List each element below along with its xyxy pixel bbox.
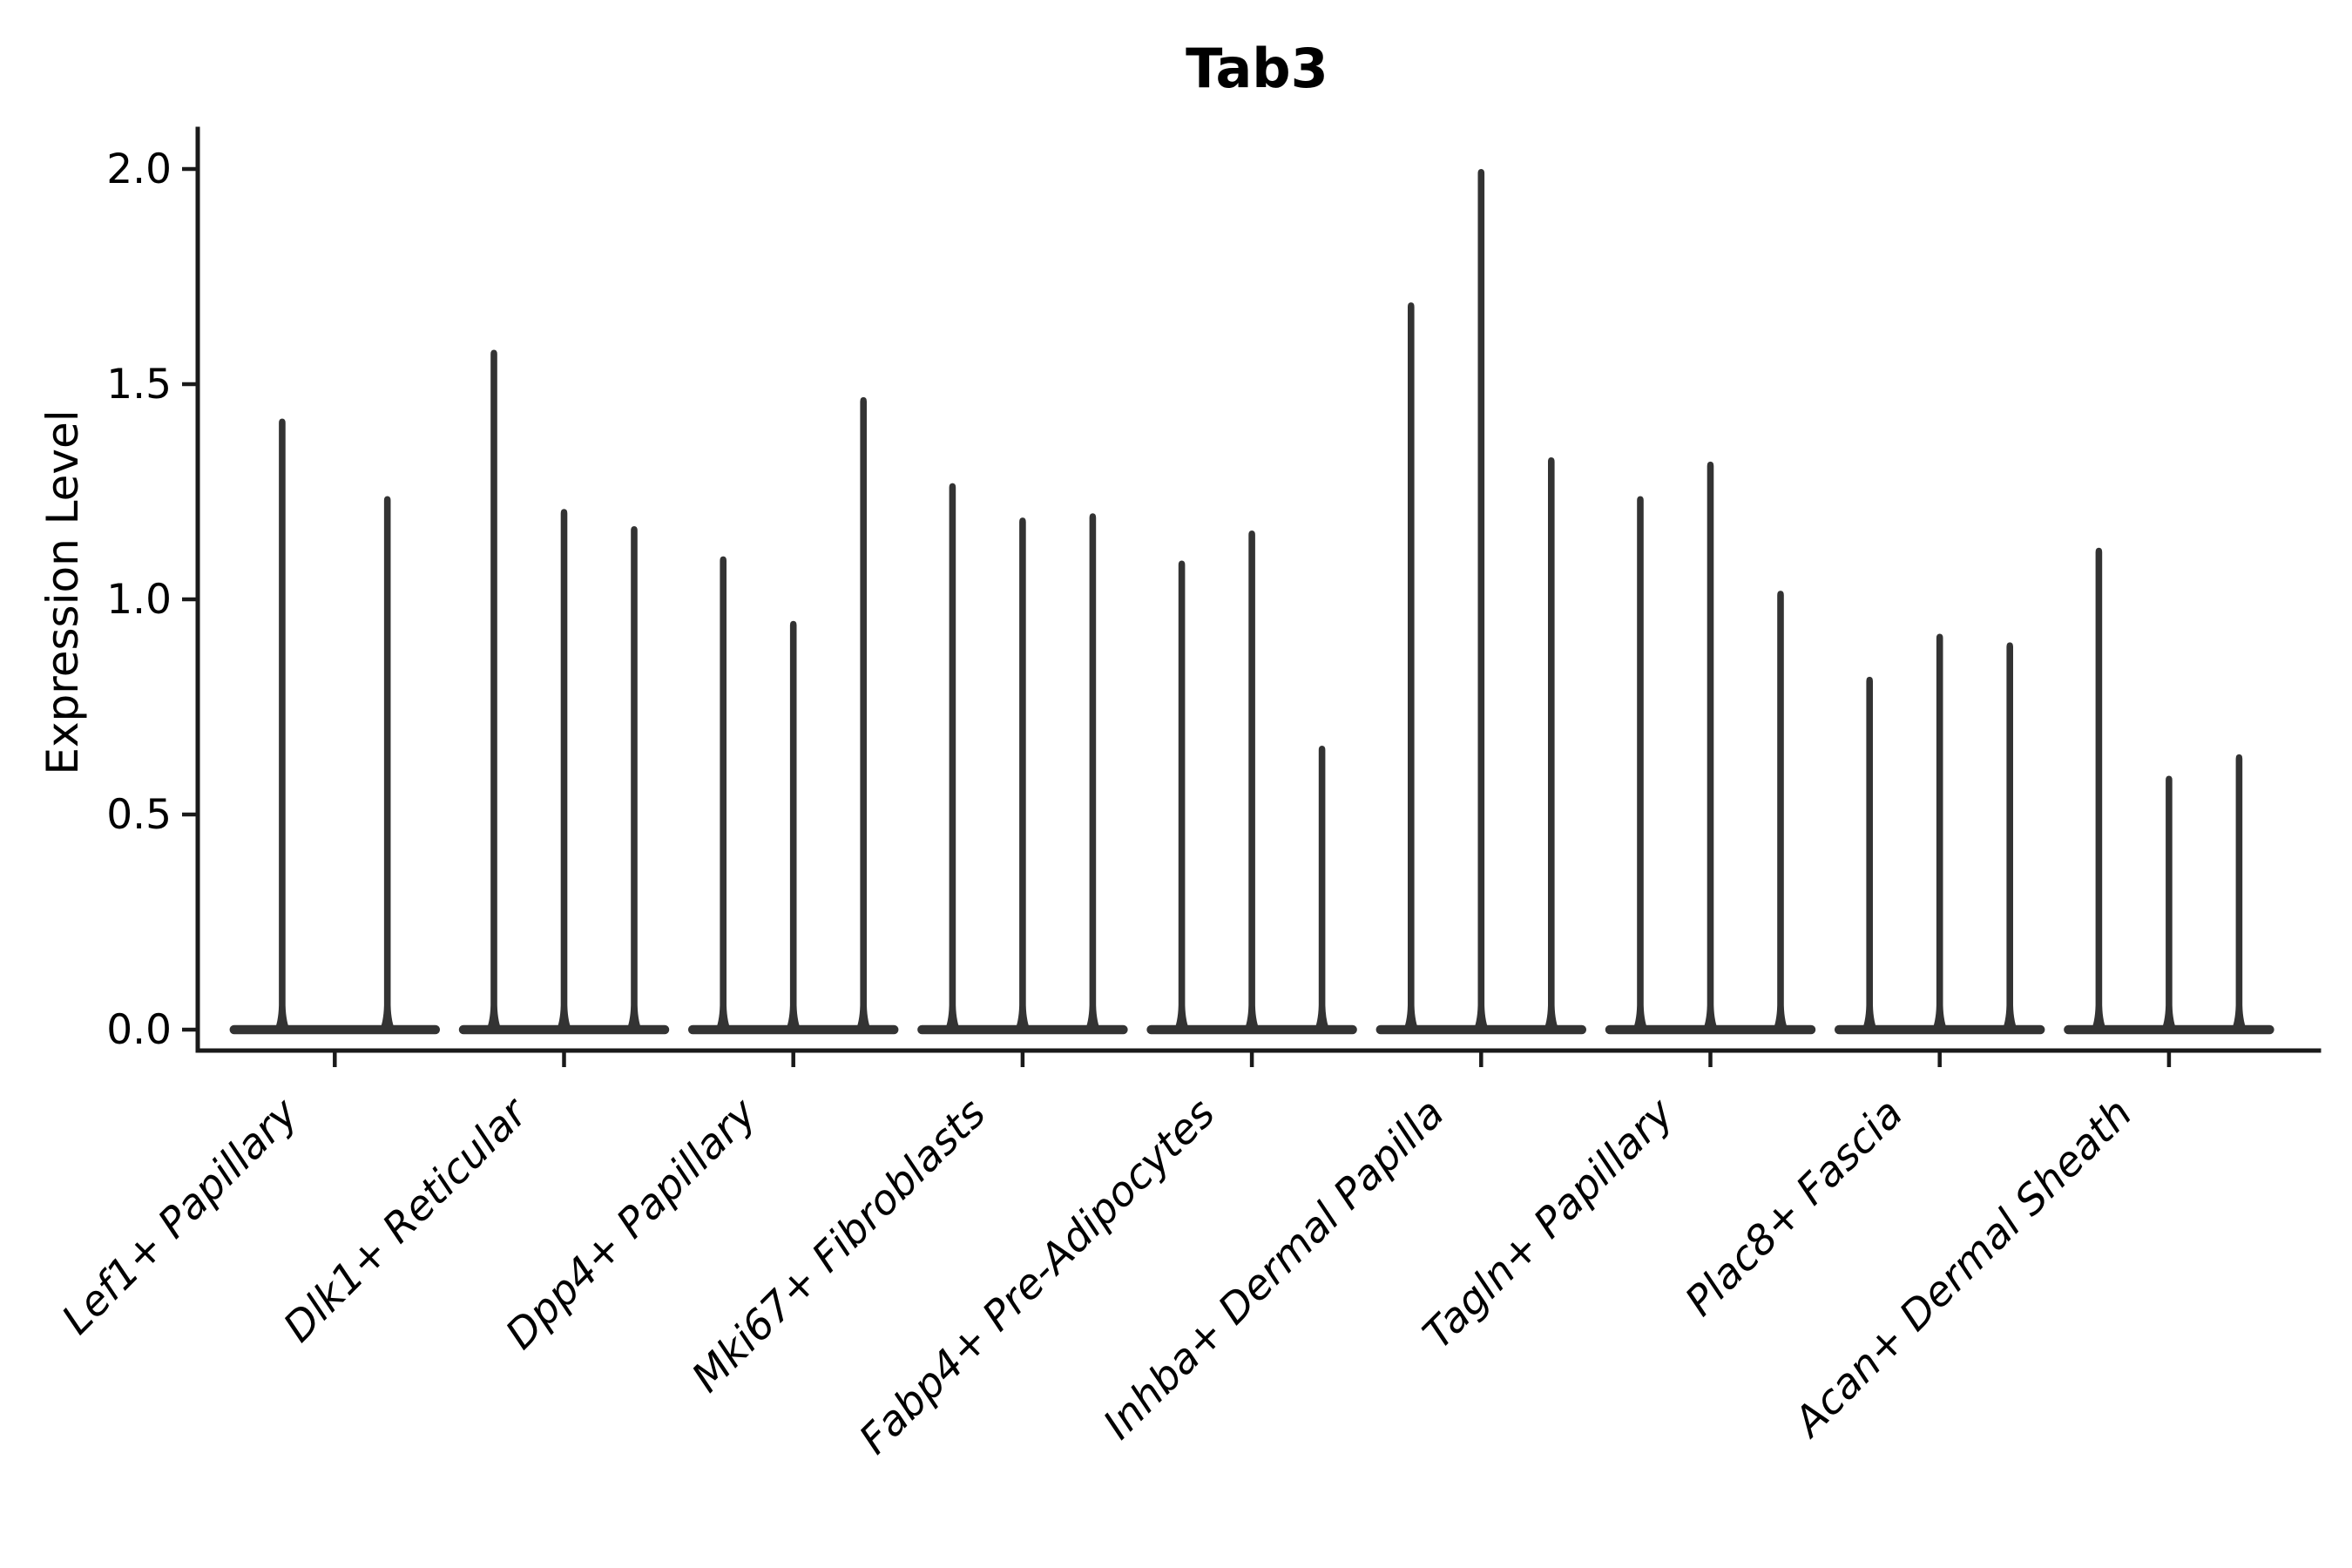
- violin-spike: [625, 526, 643, 1032]
- violin-group: [1834, 633, 2045, 1035]
- violin-group: [2064, 547, 2274, 1035]
- y-axis-tick-label: 0.5: [106, 791, 172, 839]
- violin-spike: [2159, 775, 2178, 1032]
- violin-group: [229, 418, 441, 1035]
- y-axis-tick-label: 0.0: [106, 1006, 172, 1054]
- violin-spike: [1701, 461, 1720, 1032]
- violin-spike: [1772, 591, 1789, 1032]
- violin-group: [687, 396, 899, 1035]
- violin-group: [1146, 530, 1357, 1035]
- violin-spike: [555, 509, 573, 1032]
- violin-spike: [1013, 517, 1031, 1032]
- violin-spike: [1542, 456, 1560, 1032]
- violin-spike: [714, 556, 733, 1032]
- x-axis-tick-label: Dpp4+ Papillary: [497, 1089, 767, 1359]
- axis-spines: [195, 126, 2322, 1053]
- violin-spike: [2230, 754, 2248, 1032]
- violin-spike: [1243, 530, 1261, 1032]
- violin-group: [458, 349, 670, 1035]
- violin-spike: [1930, 633, 1949, 1032]
- violin-group: [1605, 461, 1816, 1035]
- violin-spike: [2090, 547, 2108, 1032]
- violin-group: [917, 483, 1128, 1035]
- x-axis-tick-label: Plac8+ Fascia: [1676, 1090, 1912, 1326]
- violin-group: [1375, 169, 1587, 1035]
- violin-baseline-body: [229, 1024, 441, 1035]
- y-axis-tick-label: 1.0: [106, 576, 172, 624]
- violin-spike: [2001, 642, 2019, 1032]
- violin-spike: [784, 620, 802, 1032]
- violin-spike: [1861, 676, 1879, 1032]
- violin-spike: [855, 396, 873, 1032]
- x-axis-tick-label: Dlk1+ Reticular: [274, 1088, 538, 1352]
- y-axis-tick-label: 1.5: [106, 361, 172, 409]
- violin-spike: [1632, 496, 1649, 1032]
- chart-title: Tab3: [1186, 37, 1328, 100]
- violin-spike: [273, 418, 291, 1032]
- violin-spike: [1173, 560, 1191, 1032]
- violin-spike: [485, 349, 503, 1033]
- violin-spike: [1313, 745, 1331, 1032]
- violin-spike: [1472, 169, 1490, 1032]
- violin-spike: [378, 496, 396, 1032]
- violin-spike: [1084, 513, 1102, 1032]
- violin-spike: [1402, 302, 1420, 1032]
- violin-spike: [943, 483, 962, 1032]
- y-axis-tick-label: 2.0: [106, 145, 172, 193]
- x-axis-tick-label: Lef1+ Papillary: [53, 1089, 308, 1344]
- x-axis-tick-label: Tagln+ Papillary: [1414, 1089, 1684, 1359]
